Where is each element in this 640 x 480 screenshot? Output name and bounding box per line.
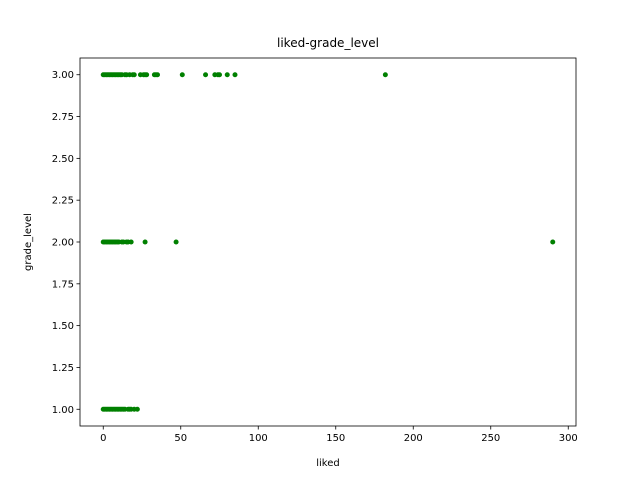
data-point bbox=[155, 72, 160, 78]
data-point bbox=[142, 239, 148, 245]
y-tick-label: 3.00 bbox=[52, 70, 74, 81]
x-tick-label: 100 bbox=[249, 433, 268, 444]
data-point bbox=[550, 239, 556, 245]
data-point bbox=[134, 406, 140, 412]
data-point bbox=[224, 72, 230, 78]
y-tick-label: 2.00 bbox=[52, 238, 74, 249]
x-tick-label: 0 bbox=[100, 433, 106, 444]
y-tick-label: 2.50 bbox=[52, 154, 74, 165]
data-point bbox=[144, 72, 150, 78]
x-tick-label: 300 bbox=[559, 433, 578, 444]
data-point bbox=[179, 72, 185, 78]
data-point bbox=[382, 72, 388, 78]
x-tick-label: 50 bbox=[174, 433, 187, 444]
data-point bbox=[131, 72, 137, 78]
y-tick-label: 1.75 bbox=[52, 279, 74, 290]
x-tick-label: 150 bbox=[326, 433, 345, 444]
y-tick-label: 1.50 bbox=[52, 321, 74, 332]
y-axis-ticks: 1.00 1.25 1.50 1.75 2.00 2.25 2.50 2.75 3.00 bbox=[52, 70, 80, 416]
chart-title: liked-grade_level bbox=[277, 36, 379, 50]
y-tick-label: 1.25 bbox=[52, 363, 74, 374]
data-point bbox=[232, 72, 238, 78]
data-point bbox=[217, 72, 222, 78]
data-point bbox=[128, 239, 134, 245]
data-point bbox=[203, 72, 209, 78]
y-tick-label: 2.75 bbox=[52, 112, 74, 123]
x-axis-label: liked bbox=[316, 458, 340, 469]
x-tick-label: 250 bbox=[481, 433, 500, 444]
data-point bbox=[173, 239, 179, 245]
x-axis-ticks: 0 50 100 150 200 250 300 bbox=[100, 426, 578, 444]
y-tick-label: 2.25 bbox=[52, 196, 74, 207]
plot-area bbox=[79, 57, 577, 427]
x-tick-label: 200 bbox=[404, 433, 423, 444]
y-axis-label: grade_level bbox=[23, 213, 34, 271]
y-tick-label: 1.00 bbox=[52, 405, 74, 416]
data-points bbox=[100, 72, 556, 412]
